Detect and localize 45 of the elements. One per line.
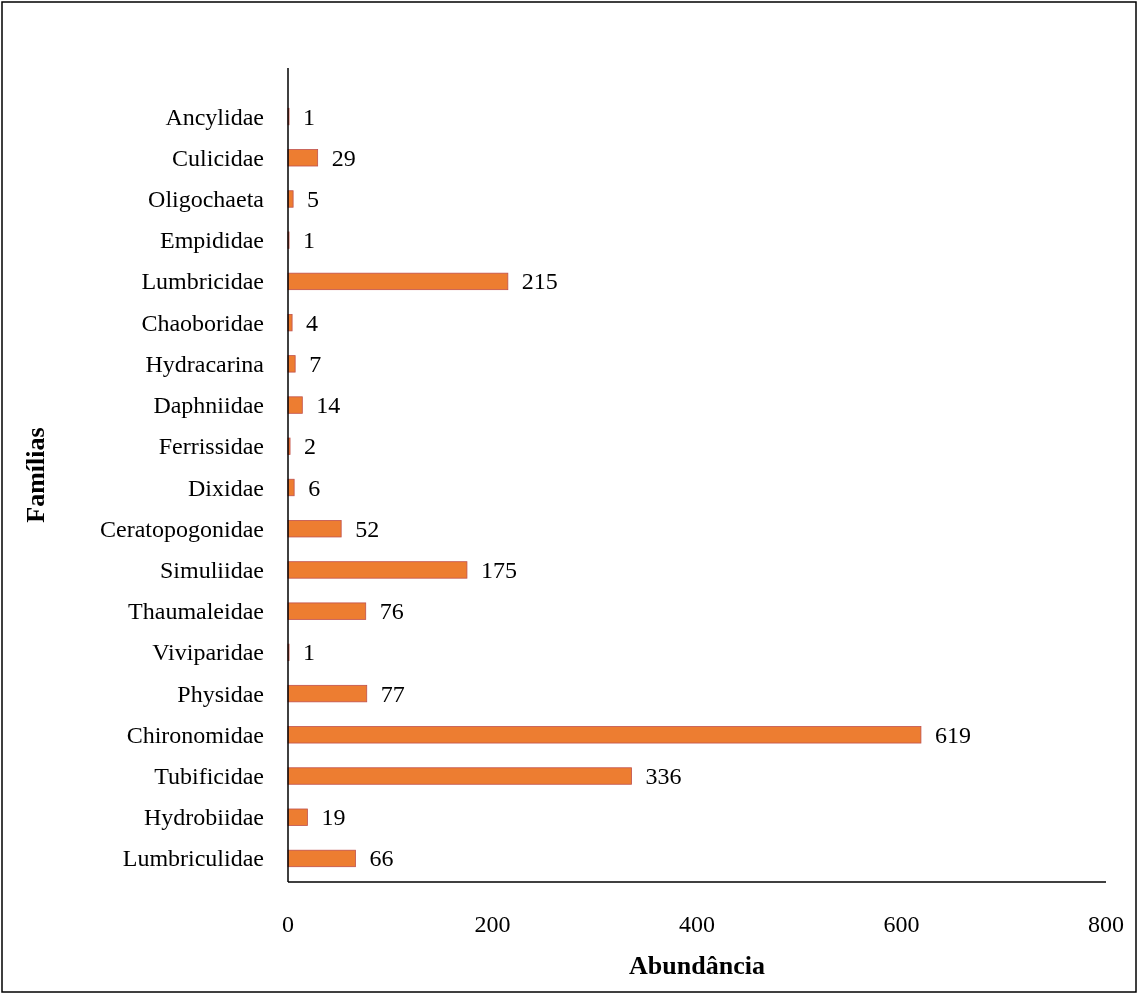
y-tick-label: Hydracarina	[145, 350, 265, 377]
data-label: 215	[521, 268, 558, 295]
data-label: 1	[303, 639, 316, 666]
y-tick-label: Chironomidae	[126, 721, 264, 748]
y-axis-title: Famílias	[21, 427, 50, 523]
y-tick-label: Lumbricidae	[141, 268, 264, 295]
y-tick-label: Chaoboridae	[141, 309, 264, 336]
y-tick-label: Ancylidae	[165, 103, 264, 130]
data-label: 1	[303, 103, 316, 130]
data-label: 14	[316, 392, 341, 419]
data-label: 1	[303, 227, 316, 254]
y-tick-label: Simuliidae	[160, 556, 264, 583]
data-label: 6	[308, 474, 321, 501]
data-label: 76	[379, 598, 404, 625]
data-label: 175	[480, 556, 517, 583]
y-tick-label: Ceratopogonidae	[100, 515, 264, 542]
data-label: 52	[355, 515, 380, 542]
y-tick-label: Thaumaleidae	[128, 598, 264, 625]
y-tick-label: Oligochaeta	[148, 185, 265, 212]
y-tick-label: Tubificidae	[154, 763, 264, 790]
x-axis-title: Abundância	[629, 951, 765, 980]
x-tick-label: 800	[1088, 911, 1124, 937]
data-label: 7	[309, 350, 322, 377]
data-label: 66	[369, 845, 394, 872]
y-tick-label: Culicidae	[172, 144, 264, 171]
data-label: 29	[331, 144, 356, 171]
y-tick-label: Physidae	[177, 680, 264, 707]
data-label: 19	[321, 804, 346, 831]
x-tick-label: 600	[883, 911, 920, 937]
data-label: 336	[645, 763, 682, 790]
y-tick-label: Viviparidae	[152, 639, 264, 666]
data-label: 5	[307, 185, 320, 212]
y-tick-label: Ferrissidae	[158, 433, 264, 460]
y-tick-label: Daphniidae	[153, 392, 264, 419]
y-tick-label: Dixidae	[188, 474, 264, 501]
data-label: 619	[934, 721, 971, 748]
y-tick-label: Empididae	[160, 227, 264, 254]
x-tick-label: 0	[282, 911, 294, 937]
data-label: 77	[380, 680, 405, 707]
data-label: 4	[306, 309, 319, 336]
x-tick-label: 400	[679, 911, 715, 937]
y-tick-label: Lumbriculidae	[122, 845, 264, 872]
x-tick-label: 200	[474, 911, 511, 937]
y-tick-label: Hydrobiidae	[144, 804, 264, 831]
data-label: 2	[304, 433, 317, 460]
